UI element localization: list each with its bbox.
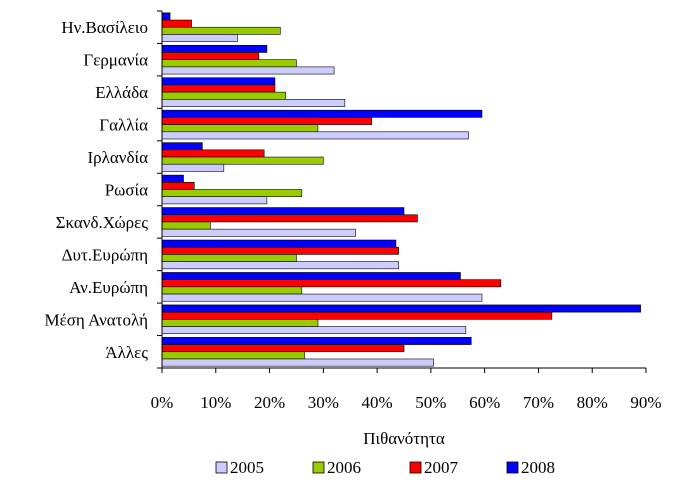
x-tick-label: 30% (308, 393, 339, 412)
bar-2007-6 (161, 214, 418, 223)
bar-2006-3 (161, 124, 319, 133)
bar-2006-8 (161, 286, 303, 295)
legend-label-2006: 2006 (327, 458, 361, 477)
bar-2007-0 (161, 19, 192, 28)
category-label: Αν.Ευρώπη (69, 278, 148, 297)
legend: 2005 2006 2007 2008 (215, 458, 555, 477)
bar-2005-0 (161, 34, 238, 42)
category-label: Γερμανία (83, 51, 148, 70)
x-tick-label: 0% (151, 393, 174, 412)
bar-2005-1 (161, 66, 335, 75)
legend-swatch-2008 (506, 461, 519, 474)
bar-2006-2 (161, 91, 286, 100)
bar-2005-9 (161, 326, 467, 335)
axes-layer (157, 10, 647, 373)
bar-2006-0 (161, 26, 281, 35)
bar-2005-7 (161, 261, 399, 270)
bar-2005-8 (161, 293, 483, 302)
bar-2008-7 (161, 239, 397, 248)
bar-2007-7 (161, 246, 399, 255)
bar-2005-6 (161, 228, 356, 237)
bars-layer (161, 12, 641, 367)
category-label: Δυτ.Ευρώπη (62, 245, 148, 264)
bar-2008-3 (161, 109, 483, 118)
bar-2006-10 (161, 351, 305, 360)
bar-2008-10 (161, 337, 472, 345)
bar-2008-4 (161, 142, 203, 151)
bar-2005-5 (161, 196, 268, 205)
bar-2008-9 (161, 304, 641, 313)
category-label: Σκανδ.Χώρες (56, 213, 149, 232)
x-tick-label: 50% (415, 393, 446, 412)
bar-2007-8 (161, 279, 502, 288)
bar-2008-0 (161, 12, 171, 21)
category-label: Άλλες (105, 343, 148, 362)
bar-2006-4 (161, 156, 324, 165)
bar-2007-3 (161, 117, 373, 125)
bar-2007-2 (161, 84, 276, 93)
bar-2006-7 (161, 254, 297, 262)
bar-2007-1 (161, 52, 260, 60)
x-tick-label: 80% (577, 393, 608, 412)
labels-layer: Ην.Βασίλειο Γερμανία Ελλάδα Γαλλία Ιρλανδία Ρ… (44, 18, 661, 412)
x-tick-label: 20% (254, 393, 285, 412)
legend-swatch-2006 (312, 461, 325, 474)
category-label: Μέση Ανατολή (44, 310, 148, 329)
bar-2008-5 (161, 174, 184, 183)
category-label: Ελλάδα (95, 83, 148, 102)
category-label: Ην.Βασίλειο (61, 18, 148, 37)
x-tick-label: 60% (469, 393, 500, 412)
bar-2005-10 (161, 358, 434, 367)
bar-2005-4 (161, 163, 225, 172)
bar-2008-8 (161, 272, 461, 280)
bar-2006-9 (161, 319, 319, 327)
category-label: Γαλλία (99, 116, 148, 135)
x-tick-label: 70% (523, 393, 554, 412)
legend-label-2008: 2008 (521, 458, 555, 477)
bar-2008-1 (161, 44, 268, 53)
bar-2006-1 (161, 59, 297, 68)
bar-2007-5 (161, 182, 195, 190)
bar-2005-3 (161, 131, 469, 140)
x-tick-label: 10% (200, 393, 231, 412)
legend-label-2007: 2007 (424, 458, 459, 477)
category-label: Ρωσία (105, 181, 148, 200)
bar-2007-4 (161, 149, 265, 158)
bar-2006-6 (161, 221, 211, 230)
bar-2005-2 (161, 99, 346, 107)
x-tick-label: 90% (630, 393, 661, 412)
legend-swatch-2005 (215, 461, 228, 474)
legend-swatch-2007 (409, 461, 422, 474)
x-axis-title: Πιθανότητα (363, 429, 445, 448)
bar-2007-10 (161, 344, 405, 353)
bar-2007-9 (161, 311, 553, 320)
bar-2008-2 (161, 77, 276, 86)
bar-2008-6 (161, 207, 405, 216)
legend-label-2005: 2005 (230, 458, 264, 477)
bar-2006-5 (161, 189, 303, 197)
x-tick-label: 40% (362, 393, 393, 412)
category-label: Ιρλανδία (88, 148, 149, 167)
